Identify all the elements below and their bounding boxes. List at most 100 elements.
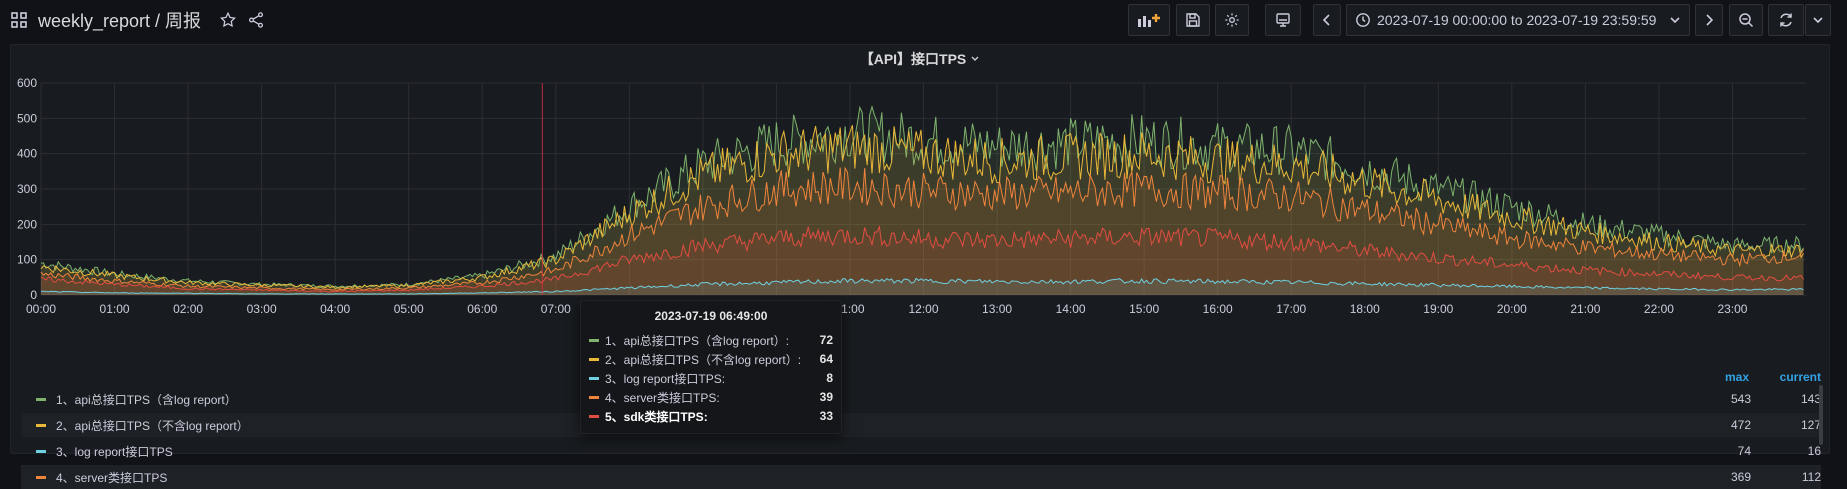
dashboard-settings-button[interactable]: [1215, 4, 1249, 36]
x-tick-label: 13:00: [982, 302, 1012, 316]
gear-icon: [1224, 12, 1240, 28]
save-dashboard-button[interactable]: [1176, 4, 1210, 36]
y-tick-label: 200: [17, 217, 37, 231]
series-area: [41, 226, 1804, 295]
breadcrumb: weekly_report / 周报: [10, 0, 265, 40]
tooltip-row: 2、api总接口TPS（不含log report）: 64: [589, 350, 833, 368]
chevron-down-icon: [1812, 15, 1824, 25]
tv-icon: [1275, 12, 1291, 28]
save-icon: [1185, 12, 1201, 28]
y-tick-label: 300: [17, 182, 37, 196]
legend-item-label[interactable]: 3、log report接口TPS: [56, 444, 173, 459]
graph-panel: 【API】接口TPS 0 100 200 300 400 500 600 00:00 01:00…: [10, 44, 1831, 489]
x-tick-label: 21:00: [1570, 302, 1600, 316]
legend-item-max: 74: [1737, 444, 1751, 458]
refresh-button[interactable]: [1768, 4, 1804, 36]
y-tick-label: 400: [17, 147, 37, 161]
x-tick-label: 19:00: [1423, 302, 1453, 316]
clock-icon: [1355, 12, 1371, 28]
x-tick-label: 22:00: [1644, 302, 1674, 316]
tooltip-swatch: [589, 376, 599, 380]
legend-current-header[interactable]: current: [1779, 370, 1821, 384]
y-tick-label: 600: [17, 76, 37, 90]
series-area: [41, 278, 1804, 295]
time-range-picker[interactable]: 2023-07-19 00:00:00 to 2023-07-19 23:59:…: [1346, 4, 1690, 36]
star-icon[interactable]: [219, 11, 237, 29]
tooltip-row: 4、server类接口TPS: 39: [589, 388, 833, 406]
add-panel-icon: [1136, 11, 1162, 29]
tooltip-value: 64: [819, 352, 833, 366]
series-area: [41, 106, 1804, 295]
x-tick-label: 15:00: [1129, 302, 1159, 316]
legend-item-label[interactable]: 2、api总接口TPS（不含log report）: [56, 418, 249, 433]
x-tick-label: 00:00: [26, 302, 56, 316]
share-icon[interactable]: [247, 11, 265, 29]
legend-item-current: 127: [1800, 418, 1821, 432]
series-line[interactable]: [40, 124, 1804, 289]
legend-item-max: 543: [1730, 392, 1751, 406]
tooltip-swatch: [589, 414, 599, 418]
legend-item-current: 143: [1800, 392, 1821, 406]
dashboard-title[interactable]: weekly_report / 周报: [38, 11, 202, 31]
x-tick-label: 06:00: [467, 302, 497, 316]
legend-item-current: 16: [1807, 444, 1821, 458]
legend-item[interactable]: 1、api总接口TPS（含log report） 543 143: [21, 387, 1821, 411]
series-line[interactable]: [40, 224, 1804, 293]
tooltip-value: 33: [819, 409, 833, 423]
tooltip-row: 5、sdk类接口TPS: 33: [589, 407, 833, 425]
tooltip-label: 3、log report接口TPS:: [605, 371, 726, 386]
legend-item-max: 369: [1730, 470, 1751, 484]
x-tick-label: 03:00: [247, 302, 277, 316]
series-area: [41, 167, 1804, 295]
tooltip-swatch: [589, 395, 599, 399]
legend-swatch: [36, 397, 46, 401]
legend-item[interactable]: 2、api总接口TPS（不含log report） 472 127: [21, 413, 1821, 437]
x-tick-label: 11:00: [835, 302, 864, 316]
tooltip-row: 3、log report接口TPS: 8: [589, 369, 833, 387]
chevron-down-icon[interactable]: [970, 55, 980, 63]
series-area: [41, 125, 1804, 295]
dashboard-navbar: weekly_report / 周报 2023: [0, 0, 1847, 40]
refresh-icon: [1778, 12, 1794, 28]
x-tick-label: 17:00: [1276, 302, 1306, 316]
tooltip-label: 4、server类接口TPS:: [605, 390, 720, 405]
legend-swatch: [36, 449, 46, 453]
x-tick-label: 01:00: [100, 302, 130, 316]
panel-header[interactable]: 【API】接口TPS: [11, 45, 1829, 73]
legend-header: max current: [1701, 367, 1821, 387]
panel-title[interactable]: 【API】接口TPS: [859, 51, 967, 67]
x-tick-label: 07:00: [541, 302, 571, 316]
tooltip-label: 1、api总接口TPS（含log report）:: [605, 333, 790, 348]
y-tick-label: 100: [17, 253, 37, 267]
chevron-down-icon: [1669, 15, 1681, 25]
time-range-back-button[interactable]: [1313, 4, 1341, 36]
time-range-text: 2023-07-19 00:00:00 to 2023-07-19 23:59:…: [1377, 12, 1657, 28]
time-range-forward-button[interactable]: [1695, 4, 1723, 36]
y-tick-label: 500: [17, 111, 37, 125]
refresh-interval-button[interactable]: [1805, 4, 1831, 36]
x-tick-label: 02:00: [173, 302, 203, 316]
legend-item-label[interactable]: 4、server类接口TPS: [56, 470, 168, 485]
tooltip-swatch: [589, 338, 599, 342]
x-tick-label: 16:00: [1203, 302, 1233, 316]
x-tick-label: 12:00: [908, 302, 938, 316]
series-line[interactable]: [40, 166, 1804, 292]
grid-icon[interactable]: [10, 11, 28, 29]
cycle-view-mode-button[interactable]: [1265, 4, 1301, 36]
legend-scrollbar[interactable]: [1819, 385, 1823, 445]
legend-max-header[interactable]: max: [1725, 370, 1750, 384]
series-line[interactable]: [41, 277, 1804, 295]
tps-chart[interactable]: 0 100 200 300 400 500 600 00:00 01:00 02:00 03:00 0…: [11, 73, 1831, 355]
zoom-out-button[interactable]: [1729, 4, 1763, 36]
legend-item[interactable]: 3、log report接口TPS 74 16: [21, 439, 1821, 463]
legend-item-label[interactable]: 1、api总接口TPS（含log report）: [56, 392, 237, 407]
x-tick-label: 23:00: [1717, 302, 1747, 316]
legend-swatch: [36, 423, 46, 427]
x-tick-label: 20:00: [1497, 302, 1527, 316]
legend-item[interactable]: 4、server类接口TPS 369 112: [21, 465, 1821, 489]
x-tick-label: 14:00: [1056, 302, 1086, 316]
hover-tooltip: 2023-07-19 06:49:00 1、api总接口TPS（含log rep…: [580, 300, 842, 434]
tooltip-label: 5、sdk类接口TPS:: [605, 409, 708, 424]
tooltip-value: 72: [819, 333, 833, 347]
add-panel-button[interactable]: [1128, 4, 1170, 36]
